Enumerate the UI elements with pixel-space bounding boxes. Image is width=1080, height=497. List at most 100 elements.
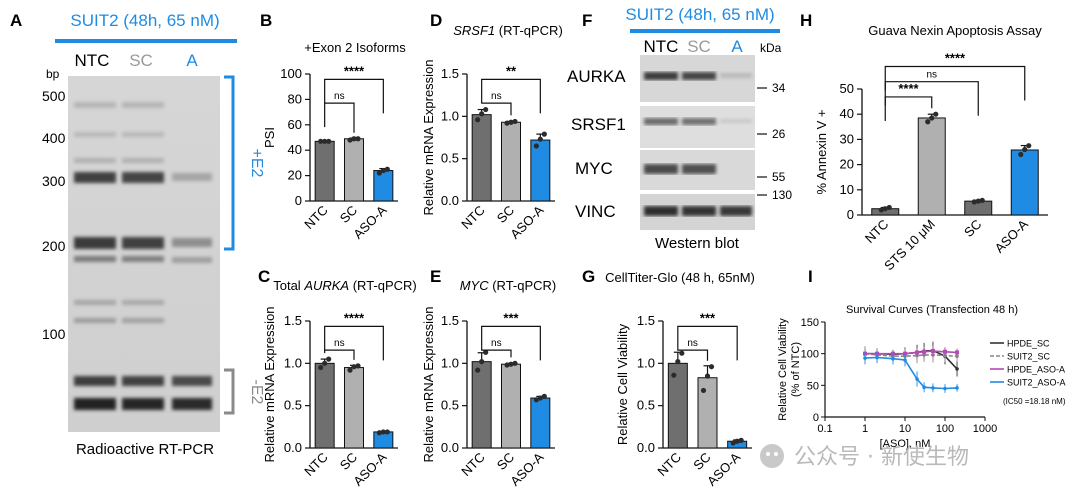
- data-point: [318, 364, 324, 371]
- minus-e2-bracket: [224, 368, 235, 415]
- plus-e2-bracket: [224, 75, 235, 251]
- gel-band: [74, 376, 116, 386]
- chart-i: Survival Curves (Transfection 48 h)05010…: [777, 304, 1066, 450]
- data-point: [700, 387, 707, 394]
- legend-note: (IC50 =18.18 nM): [1003, 397, 1066, 406]
- gel-band: [122, 318, 164, 323]
- panel-letter: F: [582, 11, 592, 30]
- blot-band: [720, 206, 752, 216]
- kda-value: 130: [772, 188, 792, 202]
- x-tick-label: NTC: [301, 450, 330, 479]
- panel-letter: B: [260, 11, 272, 30]
- gel-band: [74, 158, 116, 163]
- significance-bracket: [677, 347, 709, 361]
- y-axis-label: Relative Cell Viability(% of NTC): [777, 318, 802, 421]
- x-tick-label: NTC: [301, 203, 330, 232]
- chart-title: Guava Nexin Apoptosis Assay: [868, 23, 1042, 38]
- kda-value: 26: [772, 127, 786, 141]
- chart-title-part: MYC: [460, 278, 490, 293]
- significance-label: ns: [491, 338, 502, 349]
- data-point: [955, 350, 960, 355]
- y-tick-label: 1.0: [637, 355, 655, 370]
- x-tick-label: 1000: [973, 423, 997, 435]
- gel-band: [172, 173, 212, 181]
- lane-label-a: A: [731, 37, 743, 56]
- chart-title-part: SRSF1: [453, 23, 495, 38]
- chart-title-part: (RT-qPCR): [489, 278, 557, 293]
- legend-label: HPDE_SC: [1007, 339, 1050, 349]
- gel-band: [122, 256, 164, 262]
- series-line: [864, 356, 958, 390]
- data-point: [479, 359, 485, 365]
- blot-band: [644, 164, 678, 174]
- gel-band: [122, 376, 164, 386]
- data-point: [376, 170, 382, 176]
- gel-band: [74, 102, 116, 108]
- data-point: [475, 117, 481, 123]
- y-axis-label: Relative mRNA Expression: [421, 306, 436, 462]
- bar: [667, 362, 688, 449]
- data-point: [903, 358, 907, 362]
- gel-band: [122, 237, 164, 249]
- gel-band: [172, 376, 212, 386]
- y-axis-label-line: Relative Cell Viability: [777, 318, 789, 421]
- data-point: [882, 206, 888, 212]
- data-point: [1026, 143, 1032, 149]
- data-point: [933, 111, 939, 117]
- data-point: [971, 199, 977, 205]
- blot-band: [682, 72, 716, 80]
- kda-label: kDa: [760, 41, 782, 55]
- blot-caption: Western blot: [655, 235, 740, 252]
- data-point: [376, 430, 382, 436]
- data-point: [326, 138, 332, 144]
- y-tick-label: 1.0: [284, 355, 302, 370]
- significance-label: ****: [945, 50, 966, 65]
- panel-letter: G: [582, 267, 595, 286]
- y-tick-label: 1.0: [441, 355, 459, 370]
- blot-row-label: AURKA: [567, 67, 626, 86]
- x-tick-label: NTC: [862, 217, 891, 246]
- bar: [314, 362, 335, 449]
- blot-band: [720, 119, 752, 123]
- data-point: [863, 356, 867, 360]
- data-point: [925, 119, 931, 125]
- y-tick-label: 20: [288, 168, 302, 183]
- data-point: [351, 364, 357, 370]
- data-point: [955, 367, 959, 371]
- data-point: [380, 429, 386, 435]
- x-tick-label: ASO-A: [507, 449, 546, 488]
- y-axis-label: Relative Cell Viability: [615, 323, 630, 445]
- bp-marker: 200: [42, 238, 66, 254]
- data-point: [384, 166, 390, 172]
- significance-bracket: [324, 102, 355, 133]
- data-point: [355, 363, 361, 369]
- data-point: [922, 385, 926, 390]
- y-tick-label: 1.5: [284, 313, 302, 328]
- y-tick-label: 0: [847, 207, 854, 222]
- y-tick-label: 50: [807, 380, 819, 392]
- x-tick-label: NTC: [654, 450, 683, 479]
- data-point: [384, 429, 390, 435]
- bar: [373, 170, 394, 202]
- bp-marker: 400: [42, 130, 66, 146]
- data-point: [886, 204, 892, 211]
- significance-label: ns: [334, 91, 345, 102]
- y-tick-label: 10: [840, 182, 854, 197]
- data-point: [704, 373, 711, 379]
- significance-label: ns: [491, 91, 502, 102]
- gel-band: [172, 238, 212, 247]
- significance-bracket: [884, 81, 979, 116]
- significance-label: ns: [687, 338, 698, 349]
- blot-band: [644, 206, 678, 216]
- y-tick-label: 1.0: [441, 108, 459, 123]
- x-tick-label: 100: [936, 423, 954, 435]
- data-point: [322, 138, 328, 144]
- wechat-icon-dot: [774, 452, 778, 456]
- gel-band: [74, 237, 116, 249]
- lane-label-ntc: NTC: [644, 37, 679, 56]
- y-axis-label: Relative mRNA Expression: [262, 306, 277, 462]
- bar: [917, 117, 946, 216]
- data-point: [347, 367, 353, 373]
- gel-header-bar: [55, 39, 237, 43]
- bar: [501, 363, 521, 449]
